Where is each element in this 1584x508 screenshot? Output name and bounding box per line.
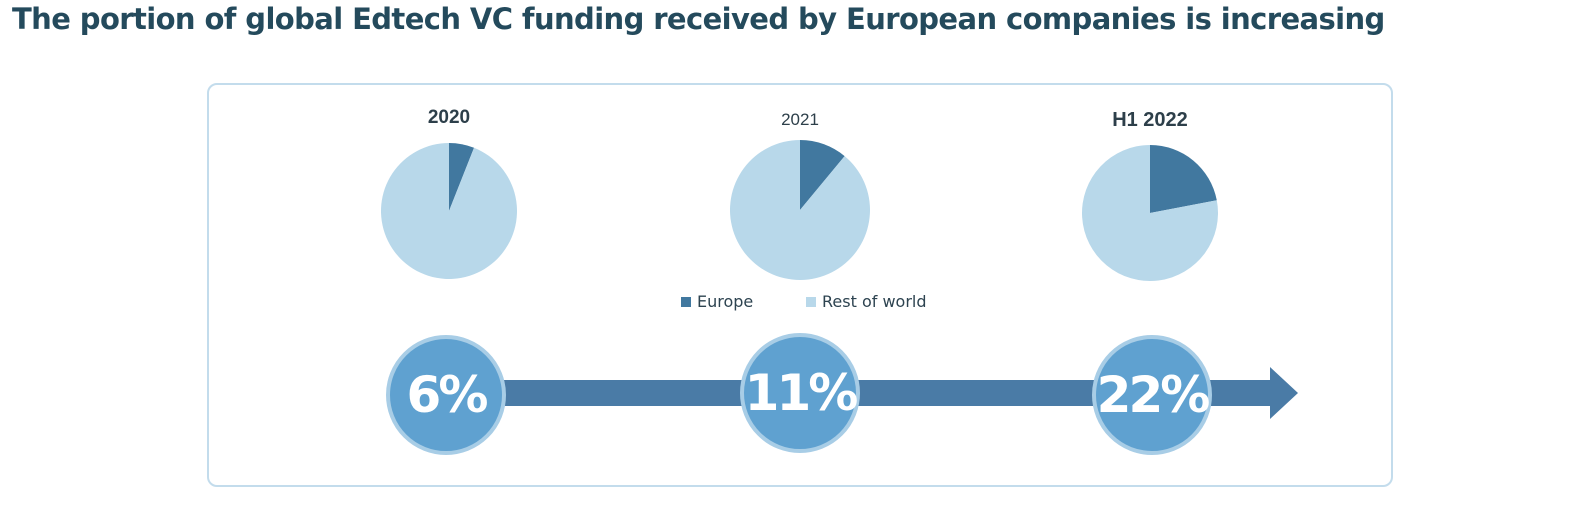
pie-chart-h1-2022: [1082, 145, 1218, 281]
share-bubble-2020: 6%: [386, 335, 506, 455]
pie-slice-rest-of-world: [381, 143, 517, 279]
pie-slice-europe: [449, 143, 475, 211]
share-bubble-h1-2022: 22%: [1092, 335, 1212, 455]
page-title: The portion of global Edtech VC funding …: [12, 2, 1385, 36]
pie-slice-rest-of-world: [1082, 145, 1218, 281]
pie-title-2021: 2021: [781, 110, 819, 129]
chart-panel: [207, 83, 1393, 487]
share-bubble-2021: 11%: [740, 333, 860, 453]
pie-chart-2020: [381, 143, 517, 279]
pie-title-2020: 2020: [427, 107, 471, 128]
pie-slice-europe: [1150, 145, 1217, 213]
pie-slice-rest-of-world: [730, 140, 870, 280]
legend-label-europe: Europe: [697, 292, 754, 311]
pie-chart-2021: [730, 140, 870, 280]
pie-slice-europe: [800, 140, 845, 210]
legend-swatch-rest-of-world: [806, 296, 816, 307]
legend-item-europe: Europe: [681, 292, 753, 311]
legend-swatch-europe: [681, 296, 691, 307]
timeline-arrow-head: [1270, 367, 1298, 419]
legend-label-rest-of-world: Rest of world: [822, 292, 927, 311]
pie-title-h1-2022: H1 2022: [1112, 109, 1188, 131]
legend-item-rest-of-world: Rest of world: [806, 292, 927, 311]
